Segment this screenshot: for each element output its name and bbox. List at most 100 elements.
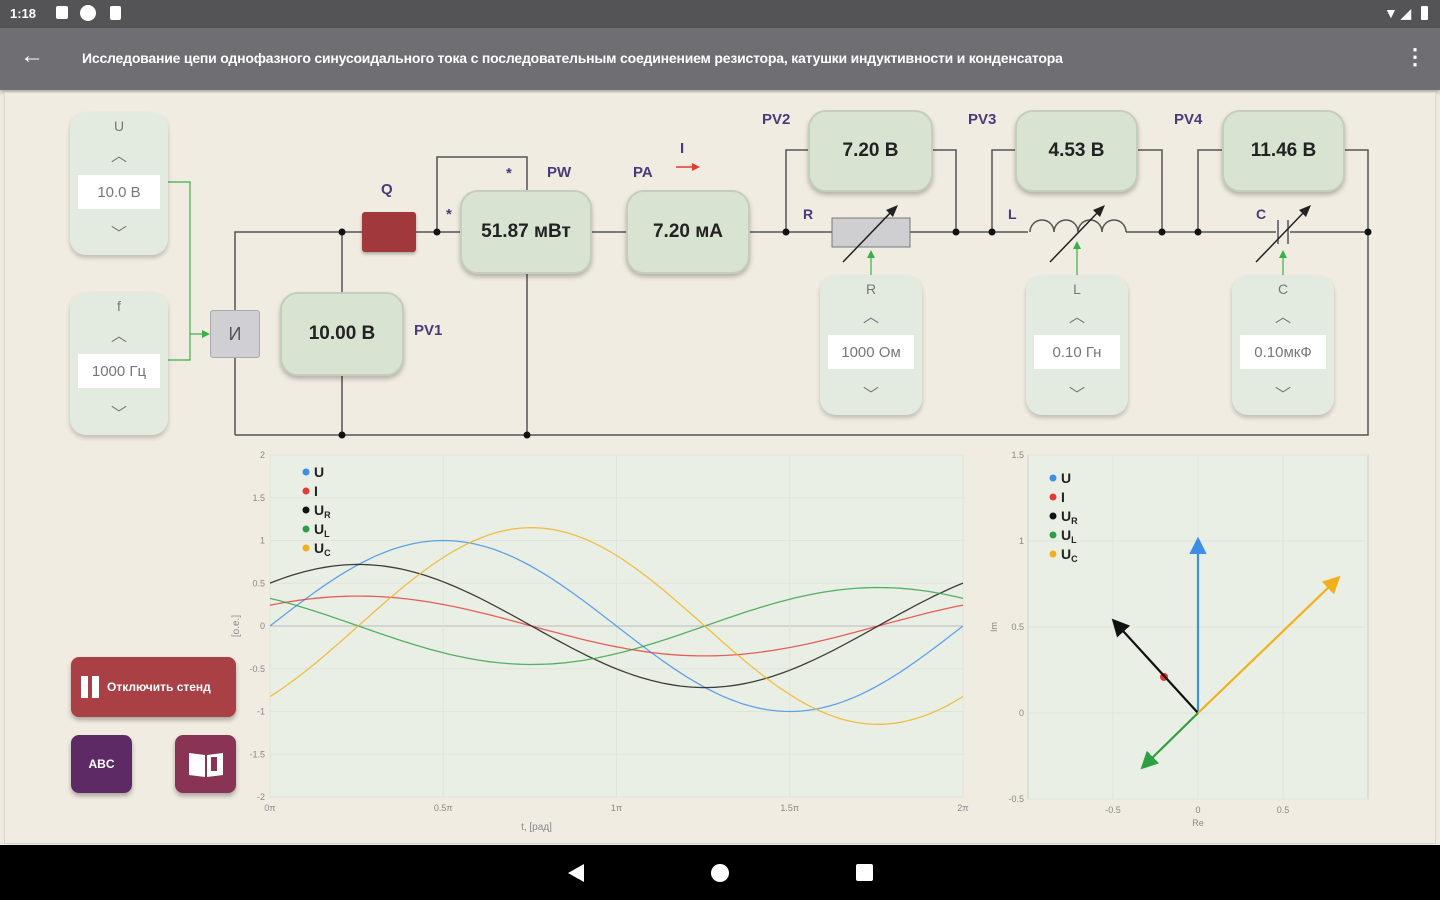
voltage-decrease-button[interactable]: ﹀ — [110, 226, 127, 243]
notification-icon — [56, 6, 68, 19]
breaker-label: Q — [381, 181, 393, 198]
frequency-control-label: f — [117, 298, 121, 314]
inductance-increase-button[interactable]: ︿ — [1068, 309, 1085, 326]
legend-marker — [1049, 550, 1057, 558]
y-tick-label: -2 — [257, 792, 265, 802]
book-icon — [188, 753, 223, 777]
resistance-decrease-button[interactable]: ﹀ — [862, 387, 879, 404]
y-tick-label: 1.5 — [252, 493, 265, 503]
legend-marker — [1049, 493, 1057, 501]
inductance-control: L ︿ 0.10 Гн ﹀ — [1026, 275, 1128, 415]
legend-marker — [1049, 474, 1057, 482]
y-tick-label: 1.5 — [1011, 450, 1024, 460]
capacitance-input[interactable]: 0.10мкФ — [1240, 335, 1326, 369]
pv3-label: PV3 — [968, 111, 997, 128]
stop-bench-label: Отключить стенд — [107, 680, 211, 694]
wattmeter-label: PW — [547, 164, 572, 181]
inductance-control-label: L — [1073, 281, 1081, 297]
x-tick-label: 0.5 — [1277, 805, 1290, 815]
legend-label: U — [1061, 470, 1071, 486]
nav-back-button[interactable] — [566, 863, 586, 883]
capacitance-control: C ︿ 0.10мкФ ﹀ — [1232, 275, 1334, 415]
nav-recents-button[interactable] — [856, 864, 873, 881]
resistance-input[interactable]: 1000 Ом — [828, 335, 914, 369]
x-axis-label: Re — [1192, 818, 1204, 828]
series-line-uc — [269, 527, 964, 725]
legend-marker — [302, 544, 310, 552]
pv4-label: PV4 — [1174, 111, 1203, 128]
y-tick-label: 2 — [260, 450, 265, 460]
pv1-label: PV1 — [414, 322, 443, 339]
circuit-breaker-q[interactable] — [362, 212, 416, 252]
x-tick-label: -0.5 — [1105, 805, 1121, 815]
x-tick-label: 0 — [1195, 805, 1200, 815]
resistor-label: R — [803, 206, 814, 222]
waveform-chart: -2 -1.5 -1 -0.5 0 0.5 1 1.5 2 0π 0.5π 1π 1.5π 2π t, [р… — [231, 450, 969, 833]
x-axis-label: t, [рад] — [521, 822, 552, 833]
signal-icon: ◢ — [1401, 6, 1411, 21]
wifi-icon: ▼ — [1384, 5, 1398, 21]
current-direction-arrow — [692, 163, 700, 171]
current-label: I — [680, 140, 685, 157]
x-tick-label: 0.5π — [434, 803, 453, 813]
wattmeter-pw: 51.87 мВт — [460, 190, 592, 274]
status-bar: 1:18 ▼ ◢ — [0, 0, 1440, 28]
x-tick-label: 2π — [957, 803, 968, 813]
page-title: Исследование цепи однофазного синусоидал… — [82, 50, 1063, 66]
legend-marker — [1049, 512, 1057, 520]
battery-icon — [1421, 6, 1428, 20]
y-tick-label: 0 — [1019, 708, 1024, 718]
y-axis-label: Im — [989, 622, 999, 632]
legend-label: I — [1061, 489, 1065, 505]
app-notification-icon — [80, 5, 96, 21]
phasor-ur — [1111, 618, 1199, 714]
inductor-label: L — [1008, 206, 1017, 222]
power-source: И — [210, 310, 260, 358]
x-tick-label: 0π — [264, 803, 275, 813]
voltmeter-pv4: 11.46 В — [1222, 110, 1345, 192]
series-line-ul — [269, 586, 964, 666]
inductance-decrease-button[interactable]: ﹀ — [1068, 387, 1085, 404]
voltmeter-pv2: 7.20 В — [808, 110, 933, 192]
y-tick-label: -1.5 — [249, 749, 265, 759]
wattmeter-star: * — [446, 206, 452, 223]
legend-marker — [302, 487, 310, 495]
frequency-control: f ︿ 1000 Гц ﹀ — [70, 292, 168, 435]
voltage-control-label: U — [113, 118, 125, 134]
resistance-control: R ︿ 1000 Ом ﹀ — [820, 275, 922, 415]
nav-home-button[interactable] — [711, 864, 729, 882]
abc-button[interactable]: ABC — [71, 735, 132, 793]
capacitance-control-label: C — [1277, 281, 1289, 297]
navigation-bar — [0, 845, 1440, 900]
status-time: 1:18 — [10, 6, 37, 21]
legend-marker — [302, 468, 310, 476]
legend-marker — [302, 525, 310, 533]
ammeter-pa: 7.20 мА — [626, 190, 750, 274]
voltage-input[interactable]: 10.0 В — [78, 175, 160, 209]
phasor-uc — [1197, 575, 1341, 714]
stop-bench-button[interactable]: Отключить стенд — [71, 657, 236, 717]
y-tick-label: 1 — [1019, 536, 1024, 546]
x-tick-label: 1π — [611, 803, 622, 813]
y-tick-label: 0.5 — [252, 578, 265, 588]
resistance-control-label: R — [865, 281, 877, 297]
capacitance-increase-button[interactable]: ︿ — [1274, 309, 1291, 326]
frequency-decrease-button[interactable]: ﹀ — [110, 406, 127, 423]
back-button[interactable]: ← — [20, 42, 44, 69]
more-options-button[interactable]: ⋮ — [1404, 44, 1426, 69]
voltage-increase-button[interactable]: ︿ — [110, 148, 127, 165]
y-axis-label: [о.е.] — [231, 615, 242, 637]
inductance-input[interactable]: 0.10 Гн — [1034, 335, 1120, 369]
resistance-increase-button[interactable]: ︿ — [862, 309, 879, 326]
wattmeter-star: * — [506, 165, 512, 182]
pv2-label: PV2 — [762, 111, 791, 128]
legend-label: I — [314, 483, 318, 499]
capacitance-decrease-button[interactable]: ﹀ — [1274, 387, 1291, 404]
x-tick-label: 1.5π — [780, 803, 799, 813]
manual-button[interactable] — [175, 735, 236, 793]
frequency-input[interactable]: 1000 Гц — [78, 354, 160, 388]
frequency-increase-button[interactable]: ︿ — [110, 328, 127, 345]
series-line-u — [269, 539, 964, 713]
sd-card-icon — [110, 6, 121, 20]
legend-marker — [302, 506, 310, 514]
